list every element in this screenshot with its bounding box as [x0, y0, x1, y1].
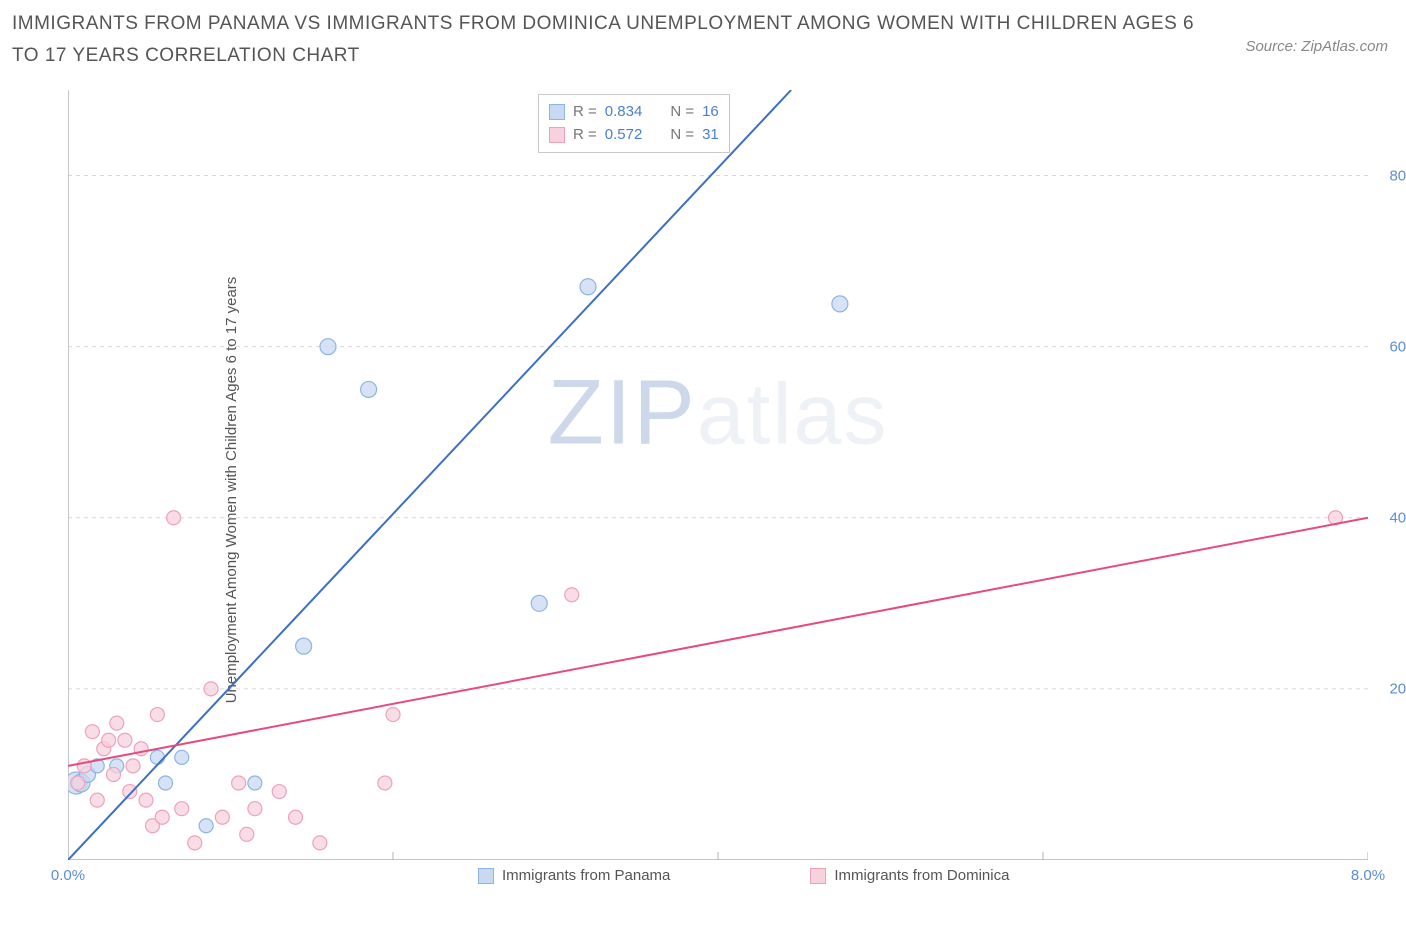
source-credit: Source: ZipAtlas.com — [1245, 38, 1388, 55]
bottom-legend-item: Immigrants from Panama — [478, 867, 670, 884]
stats-legend-box: R = 0.834 N = 16 R = 0.572 N = 31 — [538, 94, 730, 153]
legend-swatch-icon — [549, 104, 565, 120]
chart-area: Unemployment Among Women with Children A… — [58, 90, 1378, 890]
stat-n-value: 16 — [702, 101, 719, 124]
bottom-legend-label: Immigrants from Panama — [502, 867, 670, 884]
chart-title-area: IMMIGRANTS FROM PANAMA VS IMMIGRANTS FRO… — [12, 8, 1226, 73]
plot-region: ZIPatlas R =0.834N =16R =0.572N =31 Immi… — [68, 90, 1368, 860]
scatter-svg — [68, 90, 1368, 860]
y-tick-label: 60.0% — [1389, 338, 1406, 355]
stat-r-label: R = — [573, 101, 597, 124]
stat-r-value: 0.834 — [605, 101, 643, 124]
bottom-legend-label: Immigrants from Dominica — [834, 867, 1009, 884]
legend-swatch-icon — [478, 868, 494, 884]
y-tick-label: 40.0% — [1389, 509, 1406, 526]
legend-swatch-icon — [549, 127, 565, 143]
bottom-legend: Immigrants from Panama Immigrants from Do… — [478, 867, 1009, 884]
x-tick-label: 0.0% — [51, 867, 85, 884]
legend-swatch-icon — [810, 868, 826, 884]
x-tick-label: 8.0% — [1351, 867, 1385, 884]
stat-r-value: 0.572 — [605, 124, 643, 147]
bottom-legend-item: Immigrants from Dominica — [810, 867, 1009, 884]
y-tick-label: 20.0% — [1389, 680, 1406, 697]
stat-n-value: 31 — [702, 124, 719, 147]
chart-title: IMMIGRANTS FROM PANAMA VS IMMIGRANTS FRO… — [12, 8, 1226, 73]
stat-r-label: R = — [573, 124, 597, 147]
stat-n-label: N = — [670, 124, 694, 147]
stats-legend-row: R = 0.834 N = 16 — [549, 101, 719, 124]
stat-n-label: N = — [670, 101, 694, 124]
stats-legend-row: R = 0.572 N = 31 — [549, 124, 719, 147]
y-tick-label: 80.0% — [1389, 167, 1406, 184]
